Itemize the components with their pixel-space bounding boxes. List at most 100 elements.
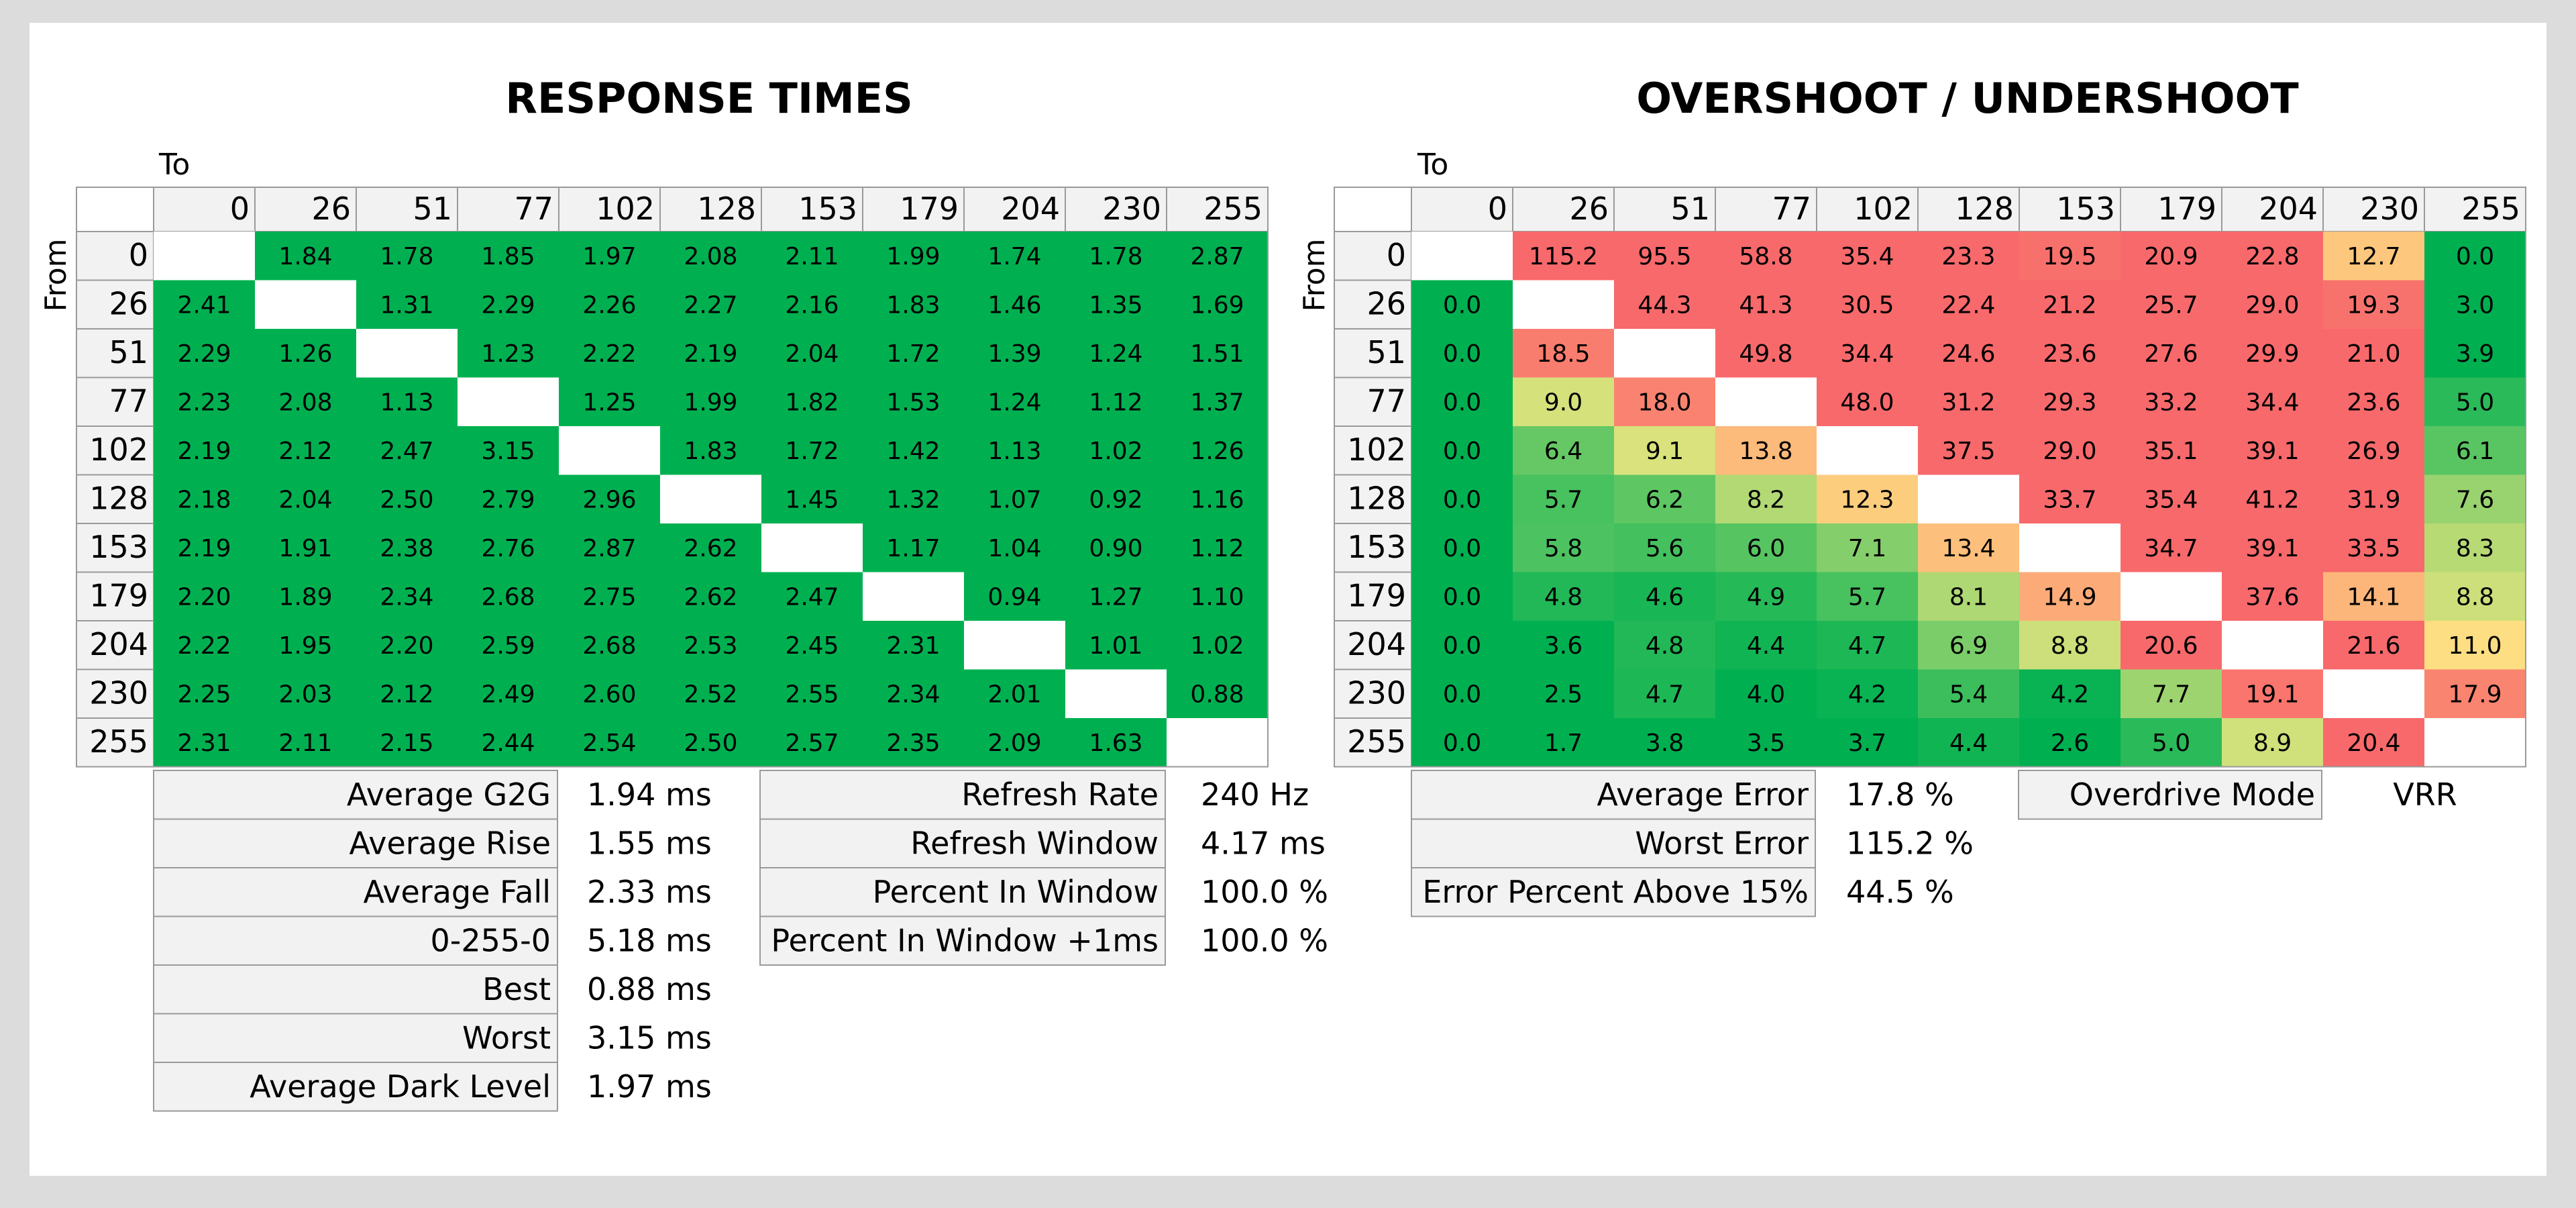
response-cell (660, 718, 762, 767)
response-cell (356, 280, 458, 330)
response-cell (863, 621, 965, 670)
overshoot-cell (1614, 669, 1716, 719)
overshoot-cell-value: 21.0 (2347, 340, 2400, 368)
response-cell (356, 523, 458, 572)
overshoot-cell (2019, 669, 2121, 719)
response-cell (1065, 621, 1167, 670)
response-cell (356, 718, 458, 767)
response-cell-value: 2.62 (684, 584, 737, 611)
overshoot-cell (2121, 523, 2222, 572)
response-cell-value: 1.39 (987, 340, 1041, 368)
overshoot-col-header: 26 (1569, 191, 1609, 227)
error-stat-value: 17.8 % (1846, 776, 1954, 813)
response-cell (559, 377, 661, 427)
response-cell (559, 523, 661, 572)
overshoot-cell-value: 34.7 (2144, 535, 2198, 562)
response-cell-value: 1.72 (886, 340, 940, 368)
response-cell-value: 2.60 (582, 681, 636, 709)
overshoot-cell-value: 6.1 (2456, 438, 2494, 465)
overshoot-cell (2222, 280, 2324, 330)
response-cell (964, 426, 1066, 475)
overshoot-cell (1614, 474, 1716, 524)
response-cell-value: 2.87 (1190, 243, 1244, 270)
response-cell-value: 2.11 (785, 243, 839, 270)
response-cell (964, 572, 1066, 621)
error-stat-label-cell (1411, 867, 1816, 917)
response-stat-label-cell (153, 1062, 558, 1112)
overshoot-cell (1614, 377, 1716, 427)
overshoot-cell (1918, 377, 2020, 427)
overshoot-col-header: 179 (2157, 191, 2216, 227)
response-cell-value: 1.32 (886, 487, 940, 514)
overshoot-row-header-cell (1334, 425, 1412, 476)
overshoot-cell-value: 12.3 (1840, 487, 1894, 514)
response-cell-value: 2.09 (987, 729, 1041, 757)
response-cell (255, 232, 357, 281)
overshoot-col-header-cell (1512, 187, 1615, 232)
overshoot-cell-value: 6.0 (1747, 535, 1785, 562)
overshoot-cell (1411, 232, 1513, 281)
overshoot-cell (2424, 523, 2526, 572)
response-cell (1065, 523, 1167, 572)
overshoot-cell (1817, 329, 1919, 378)
response-col-header: 0 (230, 191, 250, 227)
response-cell (559, 232, 661, 281)
overshoot-row-header-cell (1334, 620, 1412, 670)
overshoot-to-label: To (1417, 148, 1448, 182)
overshoot-cell (2323, 669, 2425, 719)
response-cell-value: 1.99 (684, 389, 737, 417)
response-cell (964, 669, 1066, 719)
error-stat-value: 115.2 % (1846, 825, 1974, 862)
response-cell (1167, 280, 1269, 330)
overshoot-cell (1513, 426, 1615, 475)
overshoot-col-header: 128 (1955, 191, 2014, 227)
overshoot-cell-value: 33.2 (2144, 389, 2198, 417)
overshoot-row-header: 128 (1347, 481, 1406, 517)
response-cell (761, 572, 863, 621)
response-col-header: 102 (596, 191, 655, 227)
overshoot-cell (1513, 523, 1615, 572)
overshoot-cell-value: 3.9 (2456, 340, 2494, 368)
response-cell-value: 1.72 (785, 438, 839, 465)
response-stat-label: Average Rise (349, 825, 551, 862)
overshoot-cell (1715, 669, 1817, 719)
overshoot-cell-value: 22.8 (2245, 243, 2299, 270)
response-cell (660, 426, 762, 475)
response-stat-value: 2.33 ms (587, 874, 712, 910)
response-cell-value: 2.45 (785, 632, 839, 660)
overshoot-cell (1817, 426, 1919, 475)
response-cell (559, 426, 661, 475)
overshoot-cell-value: 23.6 (2043, 340, 2096, 368)
response-stat-value: 3.15 ms (587, 1020, 712, 1056)
response-cell (154, 572, 256, 621)
overshoot-cell-value: 30.5 (1840, 292, 1894, 319)
overshoot-cell (1513, 377, 1615, 427)
response-row-header: 51 (109, 334, 148, 370)
overshoot-cell-value: 0.0 (1443, 729, 1481, 757)
response-col-header: 128 (697, 191, 756, 227)
response-from-label: From (39, 238, 73, 311)
overshoot-row-header: 102 (1347, 432, 1406, 468)
overshoot-cell (2222, 426, 2324, 475)
response-cell (154, 474, 256, 524)
overshoot-cell (2222, 669, 2324, 719)
overshoot-cell-value: 37.5 (1941, 438, 1995, 465)
overshoot-cell-value: 20.4 (2347, 729, 2400, 757)
overshoot-cell (2424, 669, 2526, 719)
overshoot-row-header: 255 (1347, 723, 1406, 760)
overshoot-cell-value: 4.2 (1848, 681, 1886, 709)
response-cell-value: 2.55 (785, 681, 839, 709)
response-col-header: 255 (1203, 191, 1263, 227)
overshoot-cell-value: 4.0 (1747, 681, 1785, 709)
response-col-header: 230 (1102, 191, 1161, 227)
error-stat-label-cell (1411, 770, 1816, 820)
overshoot-col-header-cell (1411, 187, 1513, 232)
overshoot-cell (2424, 232, 2526, 281)
response-cell (1167, 523, 1269, 572)
overshoot-cell-value: 8.8 (2456, 584, 2494, 611)
overshoot-cell-value: 29.0 (2043, 438, 2096, 465)
overshoot-col-header: 230 (2360, 191, 2419, 227)
overshoot-cell (2019, 572, 2121, 621)
response-cell-value: 2.19 (177, 438, 231, 465)
